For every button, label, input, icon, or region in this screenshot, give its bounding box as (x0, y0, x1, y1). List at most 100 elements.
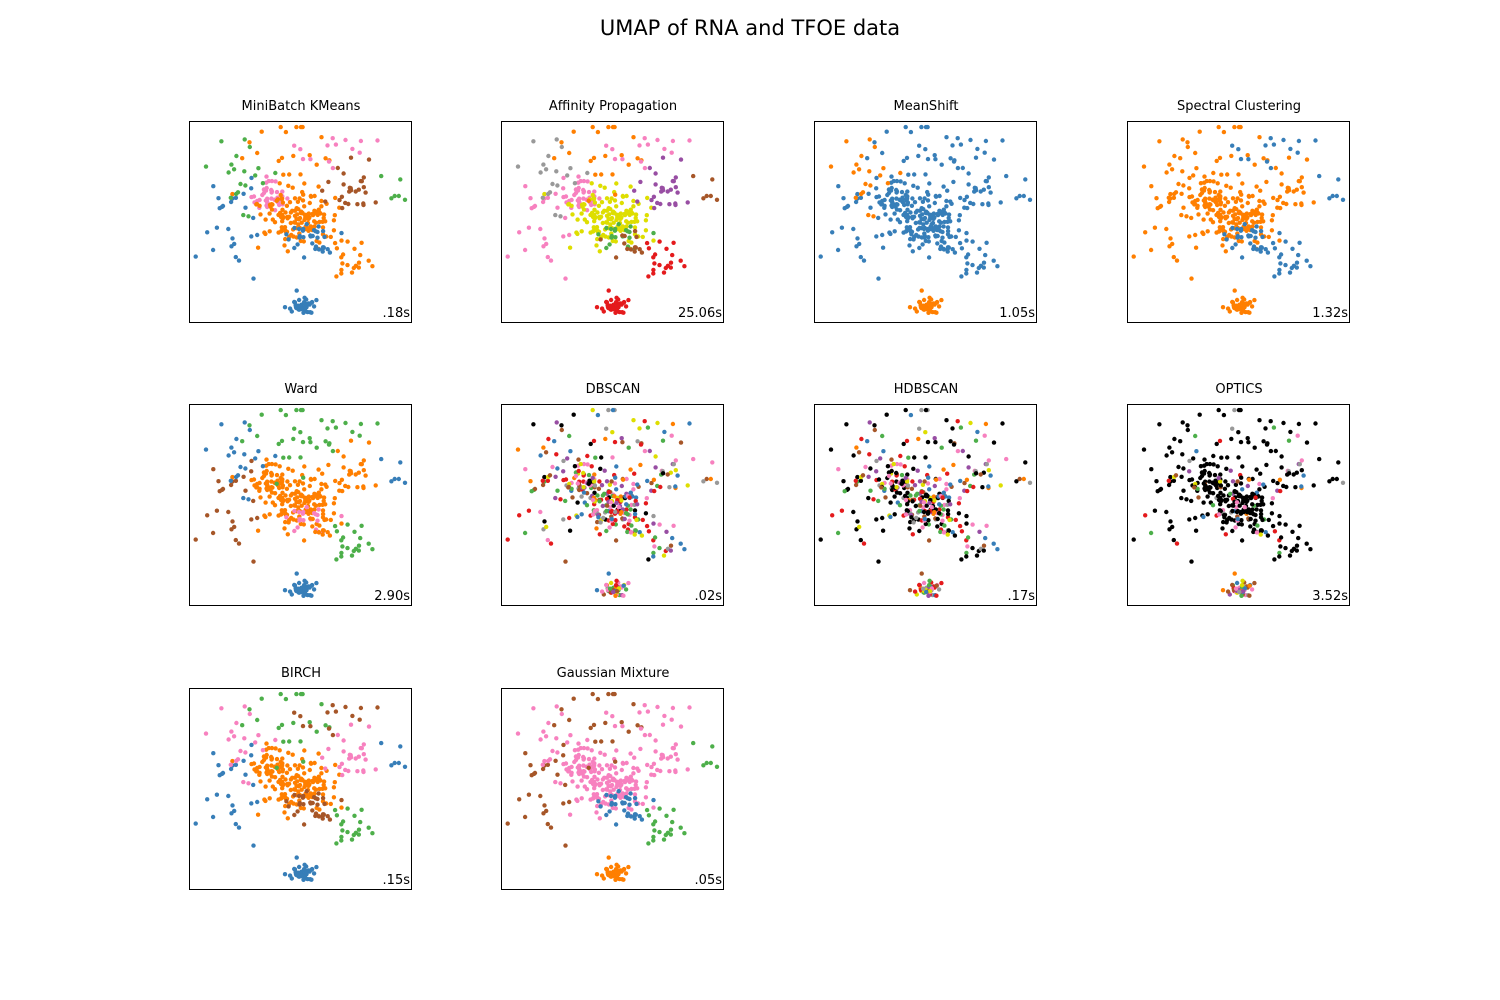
data-point (1277, 550, 1282, 556)
data-point (567, 150, 572, 156)
data-point (909, 515, 914, 520)
data-point (273, 746, 278, 751)
data-point (295, 482, 301, 487)
data-point (944, 135, 949, 140)
data-point (541, 445, 546, 450)
data-point (1187, 175, 1192, 181)
data-point (626, 580, 631, 586)
data-point (341, 738, 346, 743)
data-point (595, 236, 600, 242)
data-point (267, 512, 272, 517)
data-point (710, 460, 715, 465)
data-point (211, 751, 216, 756)
data-point (563, 843, 568, 848)
data-point (247, 427, 252, 433)
data-point (892, 229, 897, 234)
data-point (274, 756, 280, 762)
data-point (1265, 250, 1271, 255)
data-point (269, 178, 275, 184)
data-point (1261, 502, 1266, 507)
data-point (1254, 507, 1259, 512)
data-point (505, 254, 510, 259)
data-point (379, 456, 384, 462)
data-point (646, 274, 651, 279)
data-point (1233, 525, 1238, 530)
data-point (1199, 190, 1205, 196)
data-point (334, 841, 339, 846)
data-point (889, 468, 894, 474)
data-point (621, 310, 626, 315)
data-point (300, 723, 306, 729)
data-point (284, 515, 289, 520)
data-point (1193, 245, 1199, 250)
data-point (294, 691, 299, 697)
data-point (653, 171, 658, 176)
data-point (331, 501, 337, 506)
data-point (584, 787, 590, 792)
data-point (643, 501, 649, 506)
data-point (613, 583, 619, 588)
data-point (1299, 484, 1304, 489)
data-point (651, 834, 656, 840)
data-point (1164, 509, 1169, 515)
data-point (1189, 276, 1194, 281)
data-point (911, 466, 916, 471)
data-point (1278, 252, 1284, 257)
data-point (269, 769, 274, 774)
data-point (309, 867, 314, 872)
data-point (563, 782, 568, 788)
data-point (396, 476, 401, 482)
data-point (306, 211, 311, 216)
data-point (986, 484, 991, 489)
data-point (610, 691, 616, 697)
data-point (312, 760, 317, 766)
data-point (228, 478, 233, 483)
data-point (1235, 233, 1240, 239)
data-point (339, 238, 344, 243)
data-point (597, 816, 602, 821)
data-point (872, 423, 877, 428)
data-point (1220, 243, 1225, 248)
subplot-scatter (501, 121, 724, 323)
data-point (871, 497, 876, 502)
data-point (638, 179, 643, 185)
data-point (660, 438, 666, 443)
data-point (642, 703, 647, 708)
data-point (933, 157, 938, 162)
data-point (1275, 480, 1280, 486)
data-point (263, 765, 268, 770)
data-point (1236, 430, 1241, 435)
data-point (555, 183, 560, 188)
data-point (1202, 457, 1207, 462)
data-point (1201, 514, 1206, 520)
data-point (1212, 481, 1217, 486)
data-point (260, 464, 266, 469)
data-point (327, 250, 333, 255)
data-point (1270, 523, 1276, 529)
data-point (598, 237, 603, 242)
data-point (671, 240, 676, 245)
data-point (600, 220, 605, 226)
data-point (628, 814, 634, 819)
data-point (619, 483, 624, 489)
data-point (1179, 474, 1184, 479)
data-point (908, 493, 913, 498)
data-point (1155, 206, 1160, 211)
data-point (604, 792, 609, 798)
data-point (1336, 177, 1341, 182)
data-point (912, 455, 917, 460)
data-point (319, 198, 324, 204)
data-point (505, 821, 510, 826)
data-point (526, 508, 532, 513)
data-point (1299, 201, 1304, 206)
data-point (591, 763, 597, 768)
data-point (1247, 300, 1252, 305)
data-point (623, 228, 629, 233)
data-point (586, 472, 592, 478)
data-point (561, 234, 566, 239)
data-point (277, 464, 282, 469)
data-point (1327, 196, 1332, 201)
data-point (575, 217, 580, 222)
data-point (540, 195, 545, 200)
data-point (1228, 185, 1233, 190)
